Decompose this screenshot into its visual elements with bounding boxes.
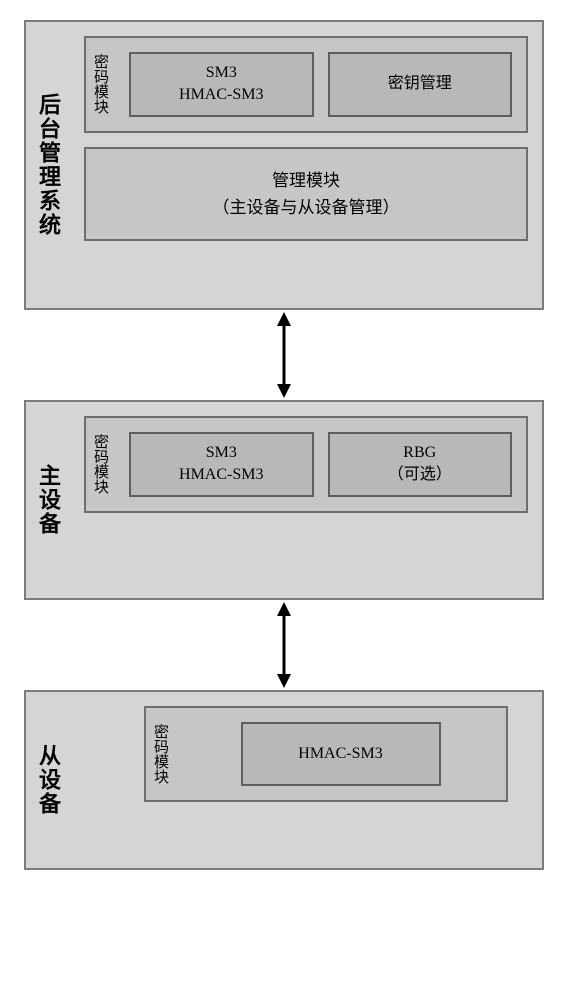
arrow-backend-master	[269, 310, 299, 400]
backend-mgmt-module: 管理模块 （主设备与从设备管理）	[84, 147, 528, 241]
slave-panel: 从设备 密码模块 HMAC-SM3	[24, 690, 544, 870]
backend-sm3-line1: SM3	[206, 62, 237, 84]
slave-hmac-box: HMAC-SM3	[241, 722, 441, 786]
slave-crypto-body: HMAC-SM3	[175, 708, 506, 800]
master-crypto-module: 密码模块 SM3 HMAC-SM3 RBG （可选）	[84, 416, 528, 513]
slave-hmac-text: HMAC-SM3	[298, 743, 382, 765]
backend-keymgmt-box: 密钥管理	[328, 52, 513, 117]
master-rbg-box: RBG （可选）	[328, 432, 513, 497]
slave-body: 密码模块 HMAC-SM3	[70, 692, 542, 868]
backend-title: 后台管理系统	[26, 22, 70, 308]
master-rbg-line1: RBG	[403, 442, 436, 464]
master-sm3-box: SM3 HMAC-SM3	[129, 432, 314, 497]
master-sm3-line1: SM3	[206, 442, 237, 464]
arrow-master-slave	[269, 600, 299, 690]
master-crypto-label: 密码模块	[86, 418, 115, 511]
double-arrow-icon	[269, 310, 299, 400]
backend-sm3-line2: HMAC-SM3	[179, 84, 263, 106]
backend-mgmt-line1: 管理模块	[96, 167, 516, 194]
double-arrow-icon	[269, 600, 299, 690]
backend-crypto-module: 密码模块 SM3 HMAC-SM3 密钥管理	[84, 36, 528, 133]
master-rbg-line2: （可选）	[388, 464, 452, 486]
master-crypto-body: SM3 HMAC-SM3 RBG （可选）	[115, 418, 526, 511]
master-panel: 主设备 密码模块 SM3 HMAC-SM3 RBG （可选）	[24, 400, 544, 600]
master-title: 主设备	[26, 402, 70, 598]
slave-crypto-module: 密码模块 HMAC-SM3	[144, 706, 508, 802]
backend-keymgmt-text: 密钥管理	[388, 73, 452, 95]
backend-mgmt-line2: （主设备与从设备管理）	[96, 194, 516, 221]
slave-crypto-label: 密码模块	[146, 708, 175, 800]
slave-title: 从设备	[26, 692, 70, 868]
backend-sm3-box: SM3 HMAC-SM3	[129, 52, 314, 117]
backend-panel: 后台管理系统 密码模块 SM3 HMAC-SM3 密钥管理 管理模块 （主设备与…	[24, 20, 544, 310]
backend-crypto-body: SM3 HMAC-SM3 密钥管理	[115, 38, 526, 131]
backend-crypto-label: 密码模块	[86, 38, 115, 131]
master-body: 密码模块 SM3 HMAC-SM3 RBG （可选）	[70, 402, 542, 598]
master-sm3-line2: HMAC-SM3	[179, 464, 263, 486]
backend-body: 密码模块 SM3 HMAC-SM3 密钥管理 管理模块 （主设备与从设备管理）	[70, 22, 542, 308]
